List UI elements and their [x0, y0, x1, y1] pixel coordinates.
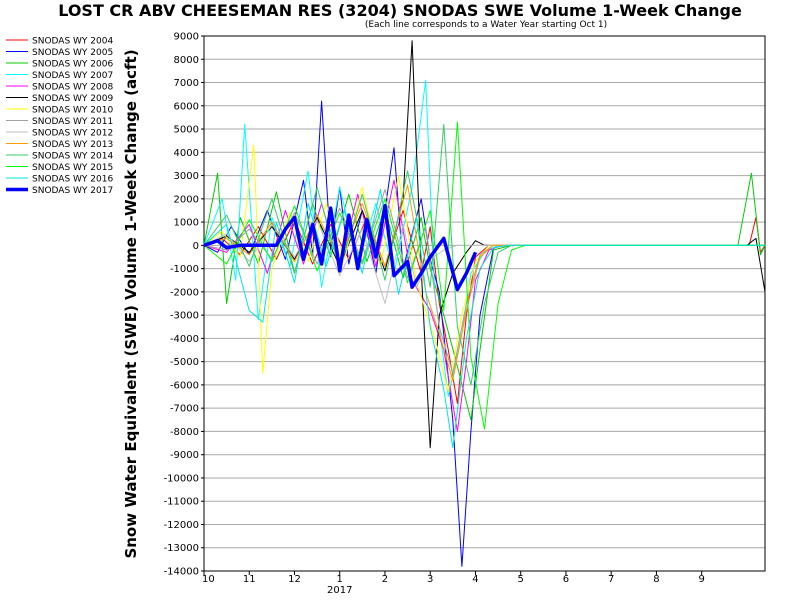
x-year-label: 2017	[327, 585, 352, 596]
y-tick-label: -2000	[170, 287, 199, 298]
y-tick-label: -6000	[170, 380, 199, 391]
series-line-snodas-wy-2015	[203, 121, 765, 430]
x-tick-label: 5	[518, 574, 524, 585]
y-tick-label: -8000	[170, 427, 199, 438]
y-tick-label: 8000	[174, 55, 199, 66]
legend-label: SNODAS WY 2012	[32, 129, 113, 139]
x-tick-label: 11	[243, 574, 256, 585]
y-tick-label: 6000	[174, 101, 199, 112]
legend-label: SNODAS WY 2005	[32, 48, 113, 58]
legend-label: SNODAS WY 2006	[32, 60, 113, 70]
x-tick-label: 1	[337, 574, 343, 585]
legend-label: SNODAS WY 2017	[32, 186, 113, 196]
y-tick-label: 2000	[174, 194, 199, 205]
legend-label: SNODAS WY 2009	[32, 94, 113, 104]
series-line-snodas-wy-2008	[203, 179, 765, 432]
y-tick-label: -9000	[170, 450, 199, 461]
series-line-snodas-wy-2014	[203, 123, 765, 386]
y-tick-label: 7000	[174, 78, 199, 89]
y-tick-label: 3000	[174, 171, 199, 182]
y-tick-label: -12000	[164, 520, 199, 531]
series-line-snodas-wy-2011	[203, 189, 765, 374]
series-line-snodas-wy-2006	[203, 172, 766, 421]
y-tick-label: 5000	[174, 125, 199, 136]
y-tick-label: -14000	[164, 567, 199, 578]
x-tick-label: 7	[608, 574, 614, 585]
x-tick-label: 6	[563, 574, 569, 585]
legend-label: SNODAS WY 2014	[32, 152, 113, 162]
x-tick-label: 4	[472, 574, 478, 585]
x-tick-label: 10	[202, 574, 215, 585]
legend-label: SNODAS WY 2010	[32, 106, 113, 116]
series-line-snodas-wy-2012	[203, 219, 765, 304]
plot-frame	[203, 35, 766, 572]
y-tick-label: -1000	[170, 264, 199, 275]
y-tick-label: -13000	[164, 543, 199, 554]
legend-label: SNODAS WY 2008	[32, 83, 113, 93]
x-tick-label: 9	[698, 574, 704, 585]
legend-label: SNODAS WY 2015	[32, 163, 113, 173]
chart-title: LOST CR ABV CHEESEMAN RES (3204) SNODAS …	[58, 1, 742, 20]
series-line-snodas-wy-2013	[203, 184, 765, 381]
series-line-snodas-wy-2004	[203, 210, 766, 404]
legend-label: SNODAS WY 2004	[32, 37, 113, 47]
chart-subtitle: (Each line corresponds to a Water Year s…	[364, 20, 608, 30]
axis-layer: 9000 8000 7000 6000 5000 4000 3000 2000 1000 0 -10…	[164, 32, 705, 597]
x-tick-label: 3	[427, 574, 433, 585]
series-line-snodas-wy-2016	[203, 189, 765, 449]
legend-label: SNODAS WY 2013	[32, 140, 113, 150]
y-tick-label: -7000	[170, 404, 199, 415]
y-tick-label: -4000	[170, 334, 199, 345]
series-line-snodas-wy-2005	[203, 100, 765, 567]
y-tick-label: -11000	[164, 497, 199, 508]
legend-label: SNODAS WY 2011	[32, 117, 113, 127]
y-tick-label: -3000	[170, 311, 199, 322]
y-tick-label: 4000	[174, 148, 199, 159]
series-layer	[203, 40, 766, 567]
legend-label: SNODAS WY 2007	[32, 71, 113, 81]
series-line-snodas-wy-2017	[203, 204, 478, 292]
y-tick-label: 0	[193, 241, 199, 252]
y-tick-label: 1000	[174, 218, 199, 229]
x-tick-label: 12	[288, 574, 301, 585]
y-tick-label: 9000	[174, 32, 199, 43]
y-tick-label: -5000	[170, 357, 199, 368]
x-tick-label: 8	[653, 574, 659, 585]
y-tick-label: -10000	[164, 473, 199, 484]
series-line-snodas-wy-2007	[203, 79, 765, 397]
x-tick-label: 2	[382, 574, 388, 585]
y-axis-label: Snow Water Equivalent (SWE) Volume 1-Wee…	[122, 49, 140, 558]
legend-label: SNODAS WY 2016	[32, 175, 113, 185]
